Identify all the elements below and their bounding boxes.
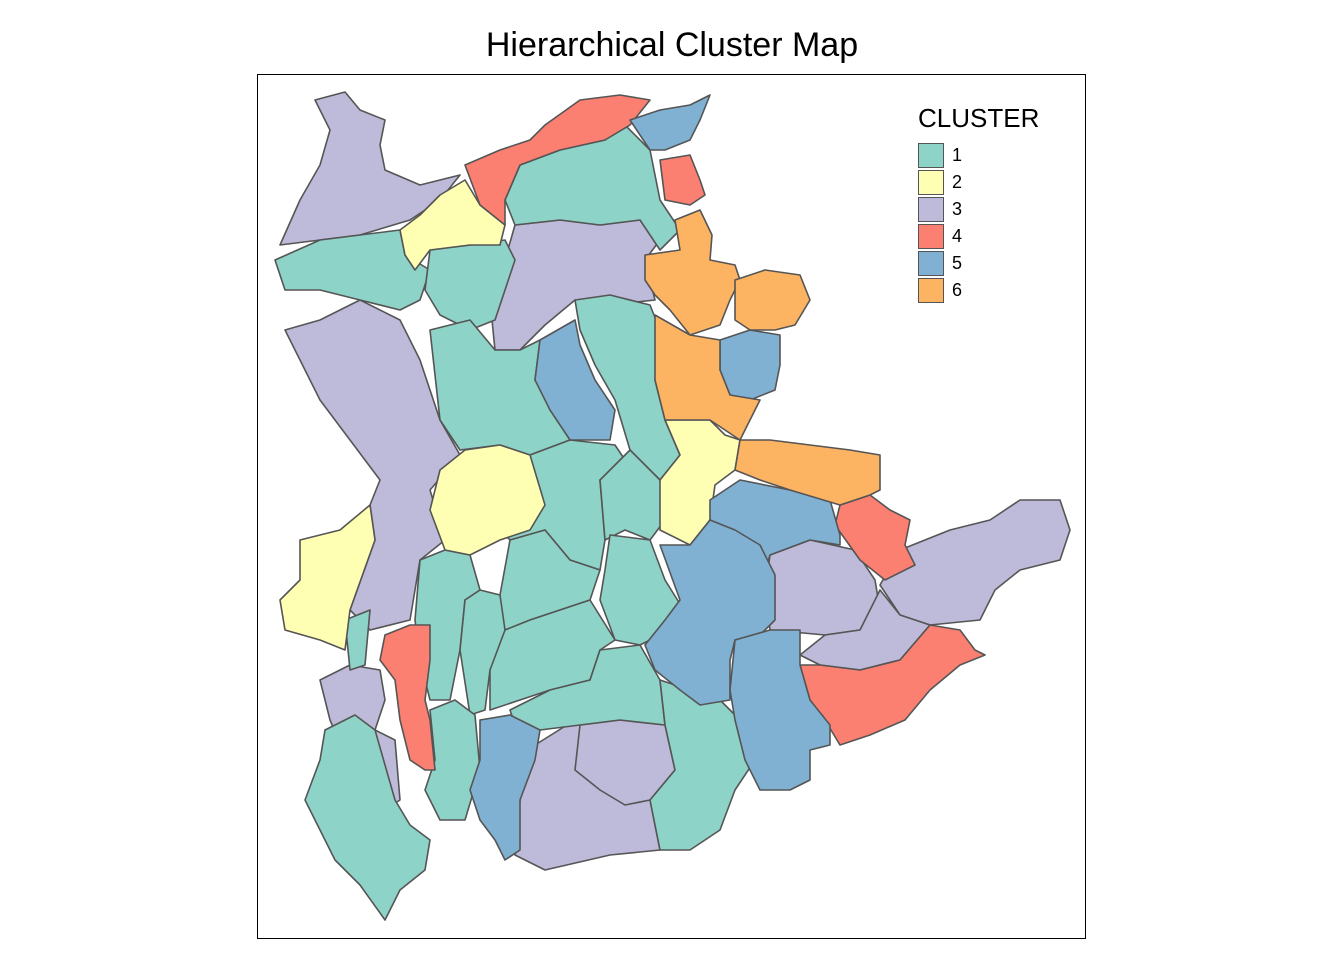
region-n-red-1[interactable] <box>464 94 651 226</box>
region-n-red-2[interactable] <box>659 154 706 206</box>
region-n-yellow[interactable] <box>399 179 506 271</box>
legend-item: 3 <box>918 196 1039 223</box>
legend-label: 6 <box>952 280 963 300</box>
legend-label: 5 <box>952 253 963 273</box>
region-e-blue-4[interactable] <box>729 629 831 791</box>
region-e-orange-1[interactable] <box>654 314 761 441</box>
region-e-red-1[interactable] <box>834 494 916 581</box>
map-title: Hierarchical Cluster Map <box>485 26 859 64</box>
region-e-blue-3[interactable] <box>644 519 776 706</box>
map-frame <box>257 74 1086 939</box>
legend-swatch <box>918 251 944 276</box>
region-ne-orange-2[interactable] <box>734 269 811 331</box>
legend-swatch <box>918 278 944 303</box>
legend-title: CLUSTER <box>918 103 1040 133</box>
region-e-orange-2[interactable] <box>734 439 881 506</box>
legend-swatch <box>918 143 944 168</box>
region-s-blue[interactable] <box>469 714 541 861</box>
legend-swatch <box>918 197 944 222</box>
region-n-blue[interactable] <box>629 94 711 151</box>
legend-item: 2 <box>918 169 1039 196</box>
region-w-red[interactable] <box>379 624 436 771</box>
legend-item: 6 <box>918 277 1039 304</box>
region-sw-teal-3[interactable] <box>344 609 371 671</box>
legend-label: 3 <box>952 199 963 219</box>
region-w-yellow[interactable] <box>279 504 376 651</box>
region-e-blue-1[interactable] <box>719 329 781 401</box>
region-c-yellow[interactable] <box>429 444 546 556</box>
region-e-red-2[interactable] <box>799 624 986 746</box>
legend-item: 5 <box>918 250 1039 277</box>
legend-label: 4 <box>952 226 963 246</box>
legend-label: 1 <box>952 145 963 165</box>
legend-swatch <box>918 170 944 195</box>
region-c-blue[interactable] <box>534 319 616 441</box>
legend: CLUSTER 1 2 3 4 5 6 <box>918 103 1039 304</box>
legend-label: 2 <box>952 172 963 192</box>
region-c-teal-4[interactable] <box>599 449 666 541</box>
legend-item: 4 <box>918 223 1039 250</box>
legend-swatch <box>918 224 944 249</box>
legend-item: 1 <box>918 142 1039 169</box>
region-sw-teal-4[interactable] <box>304 714 431 921</box>
